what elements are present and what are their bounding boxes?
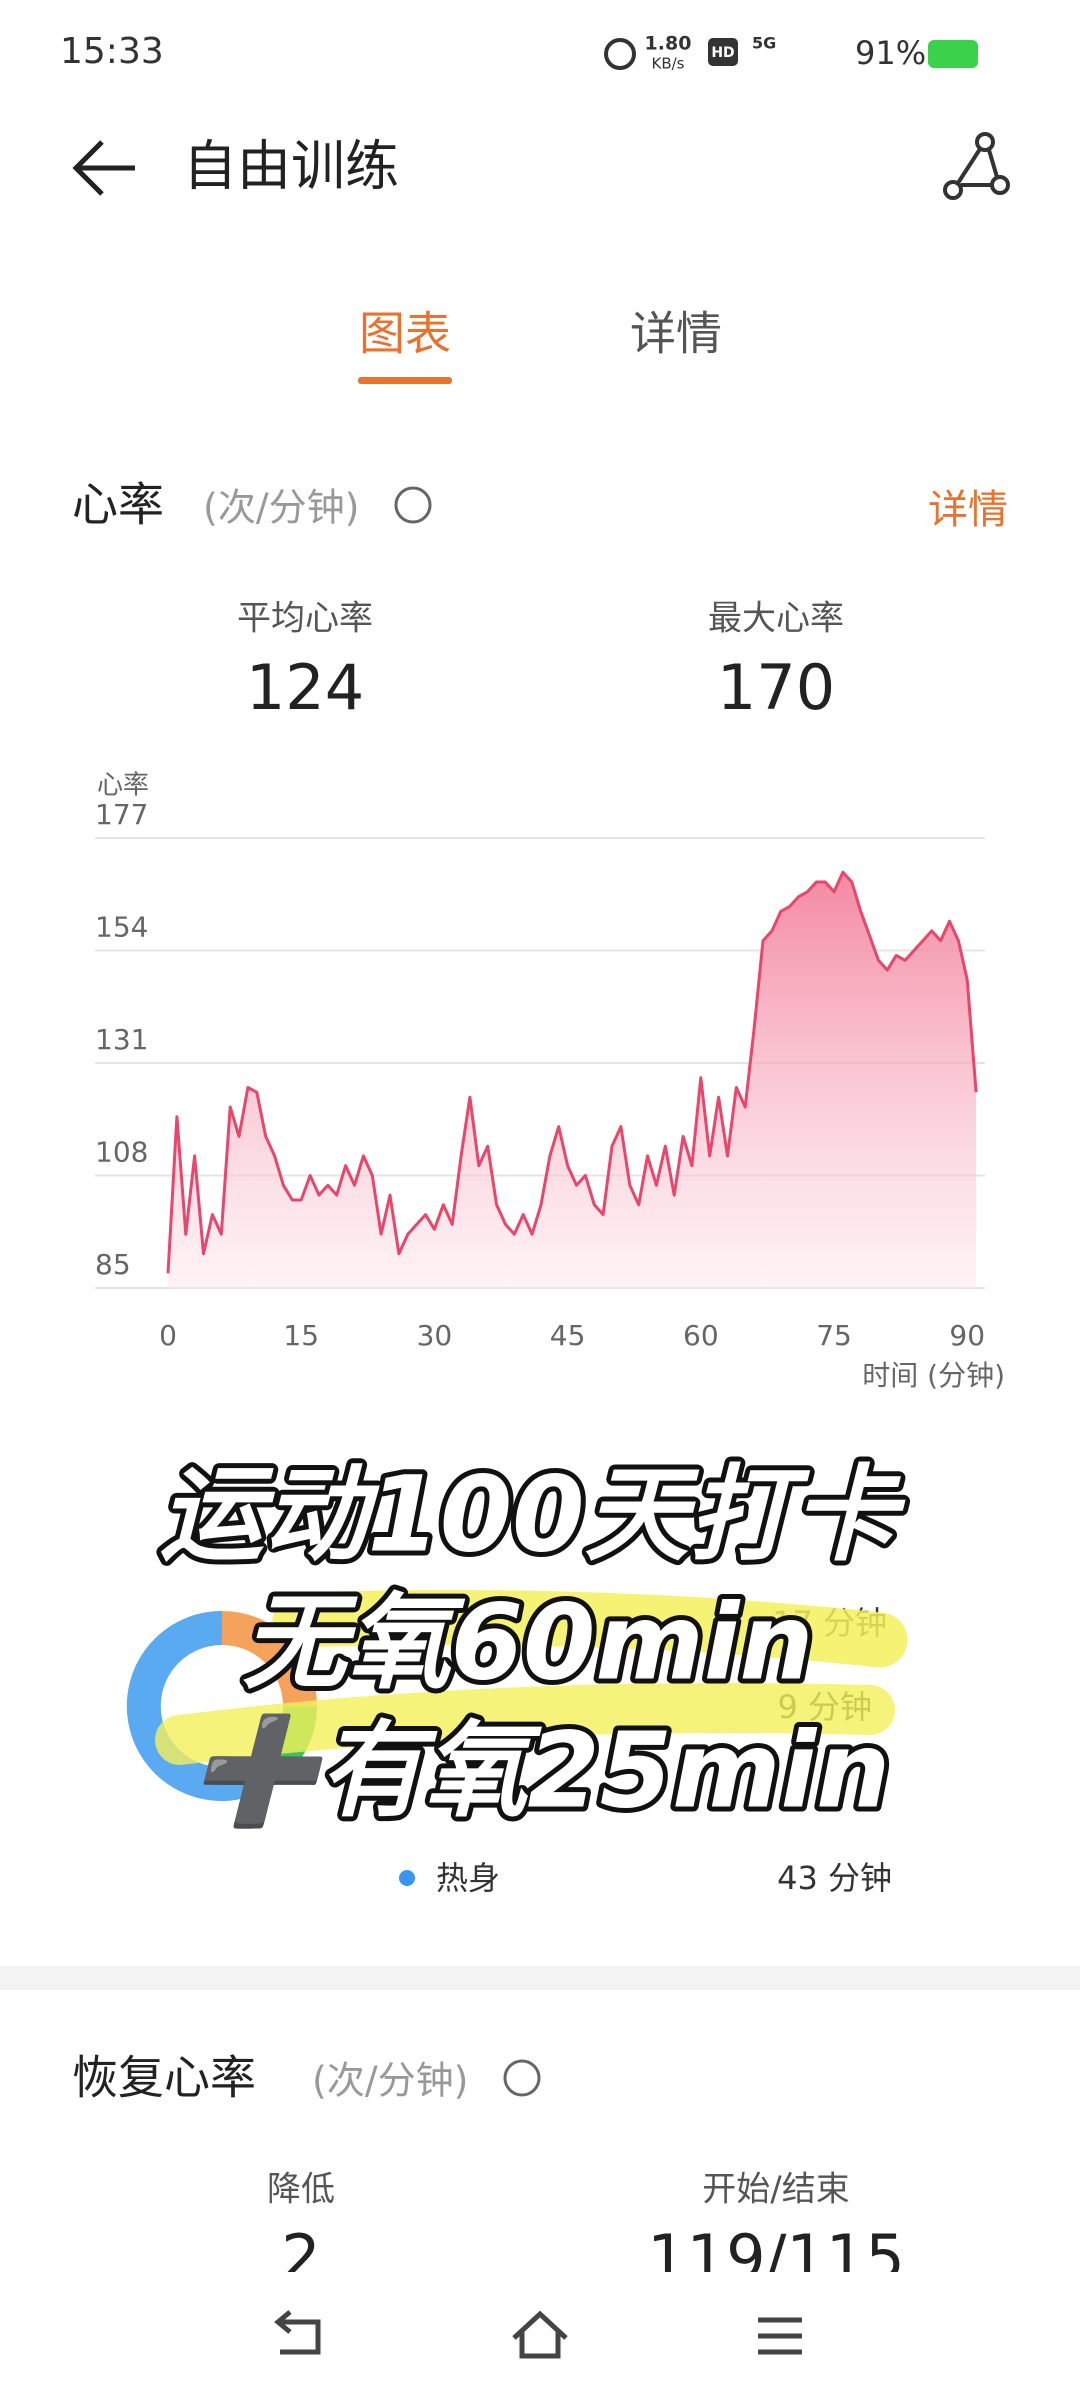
y-tick-label: 85 <box>95 1248 131 1281</box>
route-button[interactable] <box>943 132 1010 200</box>
stat-label: 最大心率 <box>708 599 844 639</box>
net-speed-unit: KB/s <box>652 55 685 73</box>
stat-value: 124 <box>246 651 364 724</box>
x-tick-label: 90 <box>949 1319 985 1352</box>
back-button[interactable] <box>72 140 135 196</box>
x-tick-label: 45 <box>550 1319 586 1352</box>
area <box>168 872 977 1288</box>
section-unit: (次/分钟) <box>312 2059 468 2103</box>
nav-home[interactable] <box>512 2310 568 2359</box>
zone-name: 热身 <box>436 1859 500 1897</box>
alarm-icon <box>604 38 636 70</box>
overlay-text: 运动100天打卡 <box>159 1453 906 1575</box>
tab-detail[interactable]: 详情 <box>630 307 722 361</box>
y-tick-label: 154 <box>95 911 148 944</box>
stat-label: 降低 <box>267 2170 335 2210</box>
zone-dot <box>399 1870 415 1886</box>
nav-back[interactable] <box>274 2310 321 2355</box>
y-tick-label: 131 <box>95 1023 148 1056</box>
net-speed: 1.80 <box>645 33 692 55</box>
separator <box>0 1966 1080 1990</box>
battery-icon <box>928 40 978 68</box>
nav-bar <box>0 2272 1080 2400</box>
x-tick-label: 75 <box>816 1319 852 1352</box>
x-tick-label: 60 <box>683 1319 719 1352</box>
x-tick-label: 0 <box>159 1319 177 1352</box>
info-icon[interactable] <box>394 486 432 524</box>
detail-link[interactable]: 详情 <box>928 487 1008 533</box>
tab-chart[interactable]: 图表 <box>359 307 451 361</box>
x-tick-label: 15 <box>283 1319 319 1352</box>
info-icon[interactable] <box>503 2059 541 2097</box>
x-tick-label: 30 <box>417 1319 453 1352</box>
section-unit: (次/分钟) <box>203 486 359 530</box>
overlay-text: 无氧60min <box>243 1581 814 1703</box>
heart-rate-chart: 85 108 131 154 177 0 15 30 45 60 75 90 <box>95 798 985 1352</box>
battery-text: 91% <box>855 34 926 72</box>
hd-text: HD <box>711 45 734 61</box>
section-title: 心率 <box>72 478 164 532</box>
status-time: 15:33 <box>60 31 164 72</box>
y-axis-label: 心率 <box>97 771 149 801</box>
network: 5G <box>752 34 776 53</box>
zone-duration: 43 分钟 <box>777 1859 892 1897</box>
x-axis-label: 时间 (分钟) <box>862 1359 1005 1392</box>
y-tick-label: 177 <box>95 798 148 831</box>
page-title: 自由训练 <box>183 135 399 198</box>
y-tick-label: 108 <box>95 1136 148 1169</box>
nav-menu[interactable] <box>758 2317 802 2355</box>
stat-label: 开始/结束 <box>702 2170 849 2210</box>
line <box>166 870 978 1274</box>
highlight <box>155 1683 895 1765</box>
section-title: 恢复心率 <box>72 2051 256 2105</box>
stat-value: 170 <box>717 651 835 724</box>
stat-label: 平均心率 <box>237 599 373 639</box>
overlay-text: ➕有氧25min <box>190 1709 890 1831</box>
tab-indicator <box>358 377 452 384</box>
highlight <box>272 1590 908 1668</box>
hd-badge <box>708 38 738 66</box>
